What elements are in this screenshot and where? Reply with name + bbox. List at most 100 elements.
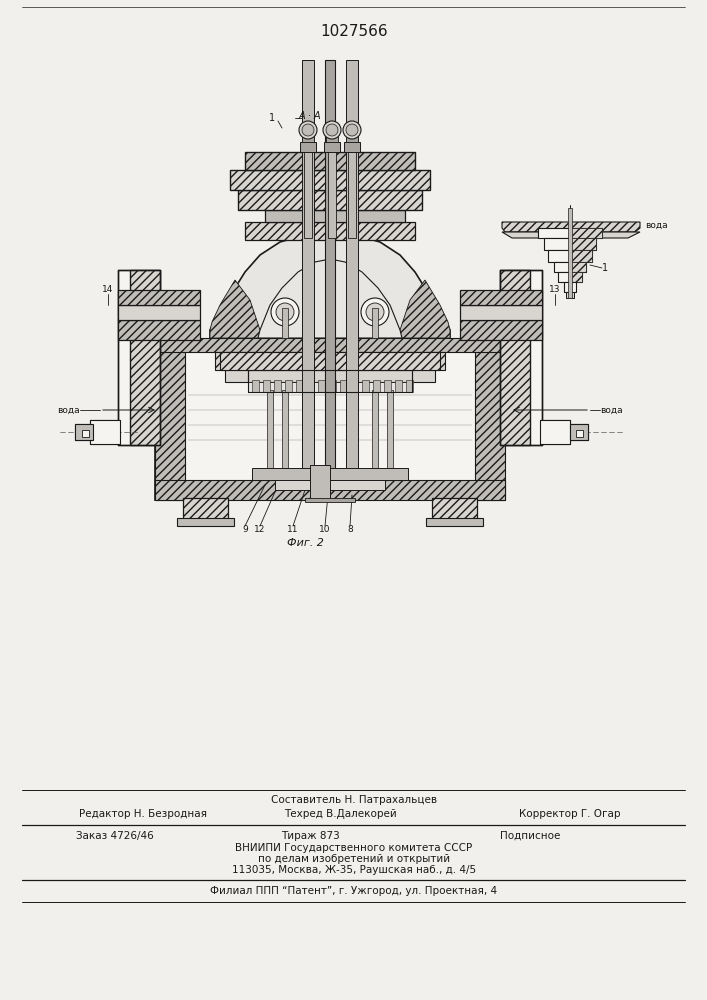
Text: Техред В.Далекорей: Техред В.Далекорей [284,809,397,819]
Bar [351,380,358,392]
Text: Корректор Г. Огар: Корректор Г. Огар [519,809,621,819]
Bar [285,380,292,392]
Polygon shape [230,170,430,190]
Polygon shape [248,382,412,392]
Text: ВНИИПИ Государственного комитета СССР: ВНИИПИ Государственного комитета СССР [235,843,472,853]
Bar [267,390,273,480]
Text: Тираж 873: Тираж 873 [281,831,339,841]
Bar [328,146,336,238]
Bar [248,370,412,392]
Bar [252,380,259,392]
Bar [82,430,89,437]
Polygon shape [210,280,260,338]
Circle shape [299,121,317,139]
Bar [576,430,583,437]
Text: 10: 10 [320,526,331,534]
Bar [90,420,120,444]
Bar [344,142,360,152]
Polygon shape [538,228,602,238]
Bar [362,380,369,392]
Bar [568,208,572,298]
Bar [384,380,391,392]
Bar [346,134,358,142]
Bar [540,420,570,444]
Bar [432,498,477,520]
Bar [347,390,353,480]
Bar [406,380,413,392]
Text: вода: вода [645,221,667,230]
Polygon shape [155,480,505,500]
Polygon shape [258,259,402,338]
Text: 1: 1 [602,263,608,273]
Polygon shape [548,250,592,262]
Polygon shape [502,232,640,238]
Polygon shape [570,238,596,250]
Text: вода: вода [57,406,80,414]
Text: по делам изобретений и открытий: по делам изобретений и открытий [258,854,450,864]
Polygon shape [215,352,445,370]
Bar [282,390,288,480]
Bar [324,142,340,152]
Bar [564,282,576,292]
Text: 12: 12 [255,526,266,534]
Circle shape [271,298,299,326]
Circle shape [323,121,341,139]
Bar [307,390,313,480]
Bar [566,292,574,298]
Polygon shape [248,370,412,382]
Polygon shape [118,305,200,320]
Bar [395,380,402,392]
Bar [296,380,303,392]
Bar [177,518,234,526]
Text: Фиг. 2: Фиг. 2 [286,538,323,548]
Circle shape [366,303,384,321]
Polygon shape [305,498,355,502]
Polygon shape [558,272,582,282]
Polygon shape [275,480,385,490]
Bar [118,270,160,445]
Bar [302,134,314,142]
Circle shape [346,124,358,136]
Text: А · А: А · А [298,111,321,121]
Polygon shape [238,190,422,210]
Polygon shape [460,320,542,340]
Bar [329,380,336,392]
Bar [183,498,228,520]
Text: 1027566: 1027566 [320,24,388,39]
Bar [426,518,483,526]
Polygon shape [570,272,582,282]
Text: Филиал ППП “Патент”, г. Ужгород, ул. Проектная, 4: Филиал ППП “Патент”, г. Ужгород, ул. Про… [211,886,498,896]
Circle shape [326,124,338,136]
Circle shape [276,303,294,321]
Polygon shape [500,270,530,445]
Polygon shape [544,238,596,250]
Polygon shape [554,262,586,272]
Text: 11: 11 [287,526,299,534]
Bar [373,380,380,392]
Bar [274,380,281,392]
Polygon shape [210,232,450,338]
Text: Составитель Н. Патрахальцев: Составитель Н. Патрахальцев [271,795,437,805]
Bar [310,465,330,500]
Bar [346,60,358,480]
Bar [263,380,270,392]
Polygon shape [570,250,592,262]
Circle shape [343,121,361,139]
Text: 14: 14 [103,286,114,294]
Polygon shape [245,222,415,240]
Polygon shape [400,280,450,338]
Text: 113035, Москва, Ж-35, Раушская наб., д. 4/5: 113035, Москва, Ж-35, Раушская наб., д. … [232,865,476,875]
Bar [387,390,393,480]
Text: Заказ 4726/46: Заказ 4726/46 [76,831,154,841]
Bar [282,308,288,338]
Bar [75,424,93,440]
Bar [155,345,505,500]
Polygon shape [155,338,505,352]
Bar [302,60,314,480]
Polygon shape [460,290,542,305]
Bar [326,134,338,142]
Polygon shape [245,152,415,170]
Text: 9: 9 [242,526,248,534]
Text: Редактор Н. Безродная: Редактор Н. Безродная [79,809,207,819]
Bar [304,146,312,238]
